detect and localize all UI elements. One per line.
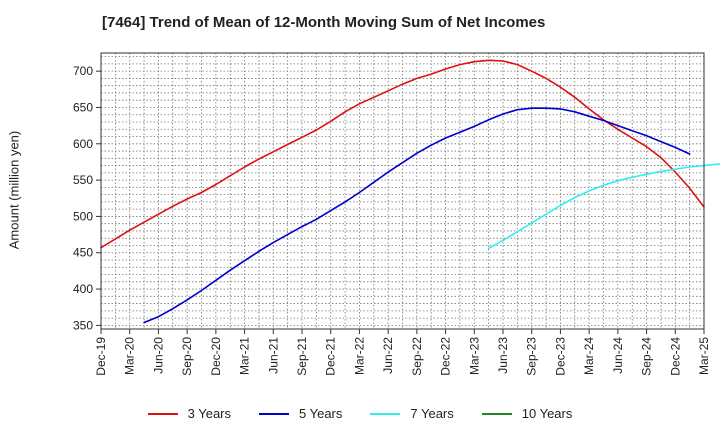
legend-item: 7 Years	[370, 406, 454, 421]
x-tick-label: Mar-24	[582, 337, 596, 375]
x-tick-label: Sep-22	[410, 337, 424, 376]
axes: 350 400 450 500 550 600 650 700 Dec-19 Mar-20 Jun-…	[73, 64, 711, 376]
y-tick-label: 450	[73, 246, 93, 260]
x-tick-label: Jun-23	[496, 337, 510, 374]
x-tick-label: Dec-21	[324, 337, 338, 376]
x-tick-label: Mar-21	[238, 337, 252, 375]
grid	[101, 53, 704, 329]
legend-label: 3 Years	[187, 406, 231, 421]
x-tick-label: Jun-21	[266, 337, 280, 374]
x-tick-label: Mar-20	[123, 337, 137, 375]
legend-swatch	[370, 412, 401, 415]
x-tick-label: Jun-24	[611, 337, 625, 374]
legend-label: 5 Years	[299, 406, 343, 421]
legend-swatch	[481, 412, 512, 415]
legend-item: 3 Years	[147, 406, 231, 421]
legend-label: 10 Years	[521, 406, 573, 421]
plot-frame	[100, 52, 705, 330]
y-tick-label: 700	[73, 64, 93, 78]
x-tick-label: Sep-23	[525, 337, 539, 376]
y-tick-label: 350	[73, 318, 93, 332]
y-tick-label: 500	[73, 209, 93, 223]
series-lines	[100, 59, 720, 324]
x-tick-label: Sep-20	[180, 337, 194, 376]
x-tick-label: Sep-21	[295, 337, 309, 376]
legend-swatch	[147, 412, 178, 415]
legend-label: 7 Years	[410, 406, 454, 421]
x-tick-label: Sep-24	[640, 337, 654, 376]
x-tick-label: Mar-25	[697, 337, 711, 375]
x-tick-label: Mar-23	[467, 337, 481, 375]
x-tick-label: Jun-20	[151, 337, 165, 374]
x-tick-label: Dec-20	[209, 337, 223, 376]
series-line-7-years	[487, 163, 720, 250]
x-tick-label: Dec-22	[439, 337, 453, 376]
legend: 3 Years 5 Years 7 Years 10 Years	[0, 406, 720, 421]
x-tick-label: Dec-24	[668, 337, 682, 376]
series-line-5-years	[143, 107, 691, 324]
legend-swatch	[259, 412, 289, 415]
x-tick-label: Dec-23	[553, 337, 567, 376]
legend-item: 5 Years	[259, 406, 342, 421]
y-tick-label: 650	[73, 100, 93, 114]
y-tick-label: 400	[73, 282, 93, 296]
y-tick-label: 550	[73, 173, 93, 187]
x-tick-label: Mar-22	[352, 337, 366, 375]
x-tick-label: Jun-22	[381, 337, 395, 374]
legend-item: 10 Years	[481, 406, 573, 421]
chart-title: [7464] Trend of Mean of 12-Month Moving …	[102, 14, 546, 31]
x-tick-label: Dec-19	[94, 337, 108, 376]
y-tick-label: 600	[73, 137, 93, 151]
